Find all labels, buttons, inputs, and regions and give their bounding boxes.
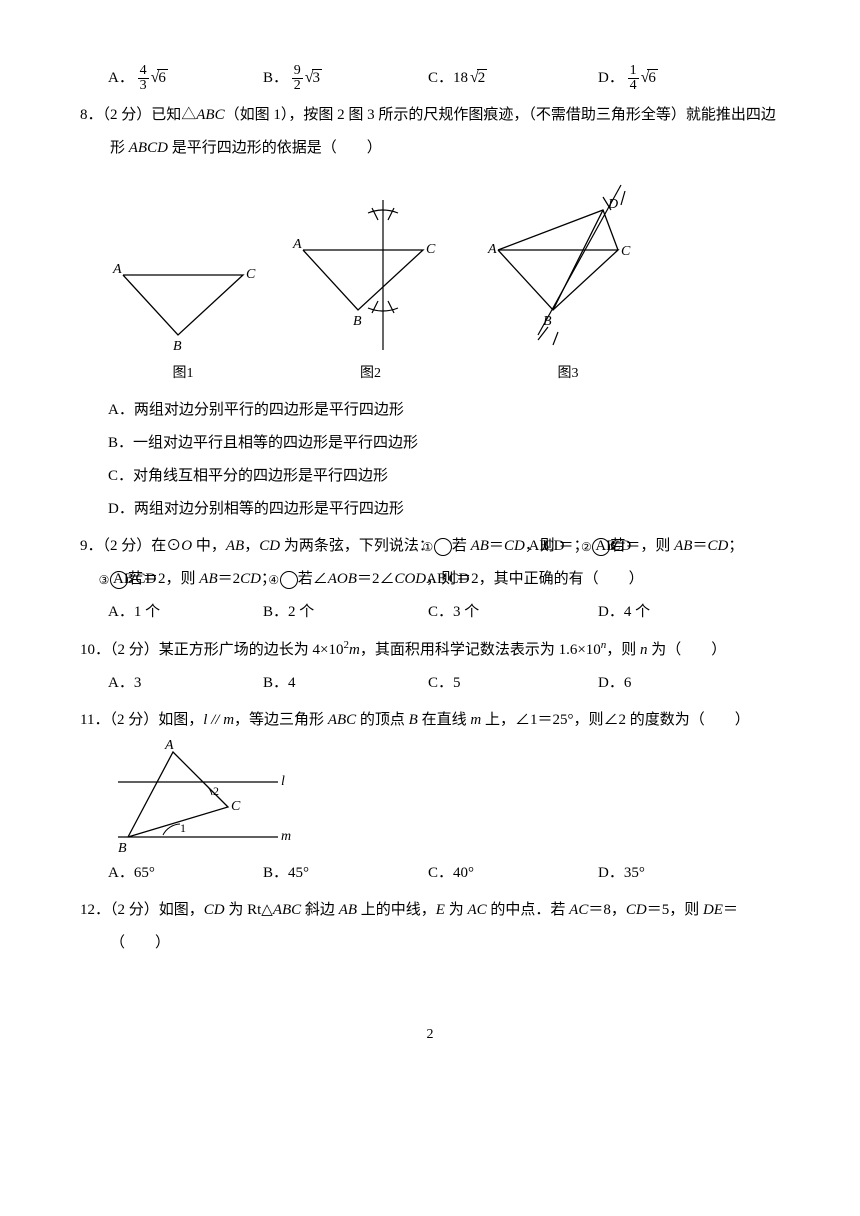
svg-text:C: C xyxy=(231,799,241,814)
q7-opt-b: B． 923 xyxy=(263,60,428,95)
svg-text:A: A xyxy=(164,738,174,753)
q11-opt-d: D．35° xyxy=(598,857,645,890)
q9-opt-c: C．3 个 xyxy=(428,596,598,629)
q8-fig1: A C B 图1 xyxy=(108,245,258,390)
q8-opt-d: D．两组对边分别相等的四边形是平行四边形 xyxy=(108,493,780,526)
svg-text:C: C xyxy=(246,267,256,282)
q8-options: A．两组对边分别平行的四边形是平行四边形 B．一组对边平行且相等的四边形是平行四… xyxy=(108,394,780,526)
q8-stem: 8．（2 分）已知△ABC（如图 1），按图 2 图 3 所示的尺规作图痕迹，（… xyxy=(80,99,780,165)
svg-text:B: B xyxy=(118,841,127,856)
svg-text:m: m xyxy=(281,829,291,844)
svg-text:2: 2 xyxy=(213,784,219,798)
q7-opt-a: A． 436 xyxy=(108,60,263,95)
q11-options: A．65° B．45° C．40° D．35° xyxy=(108,857,780,890)
svg-text:A: A xyxy=(487,242,497,257)
q9-opt-b: B．2 个 xyxy=(263,596,428,629)
q8-opt-c: C．对角线互相平分的四边形是平行四边形 xyxy=(108,460,780,493)
q10-opt-a: A．3 xyxy=(108,667,263,700)
svg-text:D: D xyxy=(607,197,618,212)
q8-opt-a: A．两组对边分别平行的四边形是平行四边形 xyxy=(108,394,780,427)
svg-text:C: C xyxy=(426,242,436,257)
q9-opt-d: D．4 个 xyxy=(598,596,650,629)
svg-text:A: A xyxy=(292,237,302,252)
q9-opt-a: A．1 个 xyxy=(108,596,263,629)
q8-diagrams: A C B 图1 A C B 图2 A C B xyxy=(108,175,780,390)
q10-options: A．3 B．4 C．5 D．6 xyxy=(108,667,780,700)
svg-text:C: C xyxy=(621,244,631,259)
q11-stem: 11．（2 分）如图，l // m，等边三角形 ABC 的顶点 B 在直线 m … xyxy=(80,704,780,737)
svg-text:l: l xyxy=(281,774,285,789)
q7-options: A． 436 B． 923 C．182 D． 146 xyxy=(108,60,780,95)
q9-options: A．1 个 B．2 个 C．3 个 D．4 个 xyxy=(108,596,780,629)
svg-text:B: B xyxy=(543,314,552,329)
svg-text:1: 1 xyxy=(180,821,186,835)
q10-opt-d: D．6 xyxy=(598,667,631,700)
q11-opt-b: B．45° xyxy=(263,857,428,890)
q7-opt-d: D． 146 xyxy=(598,60,658,95)
q10-opt-c: C．5 xyxy=(428,667,598,700)
q8-fig3: A C B D 图3 xyxy=(483,175,653,390)
svg-text:A: A xyxy=(112,262,122,277)
svg-text:B: B xyxy=(353,314,362,329)
svg-text:B: B xyxy=(173,339,182,354)
q11-opt-a: A．65° xyxy=(108,857,263,890)
page-number: 2 xyxy=(80,1020,780,1051)
q11-opt-c: C．40° xyxy=(428,857,598,890)
q11-diagram: l m A B C 1 2 xyxy=(108,737,780,857)
q12-stem: 12．（2 分）如图，CD 为 Rt△ABC 斜边 AB 上的中线，E 为 AC… xyxy=(80,894,780,960)
q7-opt-c: C．182 xyxy=(428,60,598,95)
q8-fig2: A C B 图2 xyxy=(288,195,453,390)
q8-opt-b: B．一组对边平行且相等的四边形是平行四边形 xyxy=(108,427,780,460)
q9-stem: 9．（2 分）在⊙O 中，AB，CD 为两条弦，下列说法：①若 AB＝CD，则 … xyxy=(80,530,780,596)
q10-stem: 10．（2 分）某正方形广场的边长为 4×102m，其面积用科学记数法表示为 1… xyxy=(80,633,780,667)
q10-opt-b: B．4 xyxy=(263,667,428,700)
